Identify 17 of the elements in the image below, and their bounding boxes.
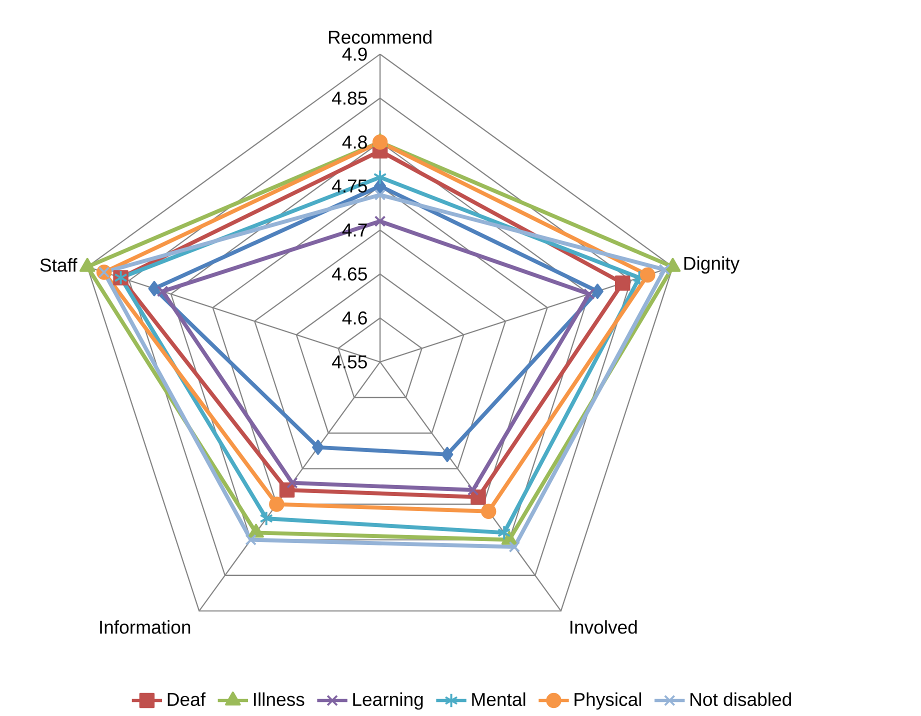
spoke-label: Recommend (328, 30, 432, 44)
legend-label: Deaf (168, 692, 206, 706)
spoke-label: Dignity (684, 256, 740, 274)
y-tick-label: 4.65 (332, 267, 367, 281)
legend-label: Illness (254, 692, 304, 706)
legend-label: Learning (353, 692, 423, 710)
y-tick-label: 4.8 (342, 136, 367, 149)
spoke-label: Involved (570, 620, 637, 634)
legend-label: Not disabled (690, 692, 791, 706)
spoke-label: Information (100, 620, 190, 634)
y-tick-label: 4.6 (342, 311, 367, 325)
spoke-label: Staff (40, 258, 78, 272)
legend-label: Physical (574, 692, 642, 710)
y-tick-label: 4.55 (332, 356, 367, 368)
legend-label: Mental (472, 692, 526, 706)
y-tick-label: 4.85 (332, 92, 367, 105)
y-tick-label: 4.9 (342, 48, 367, 61)
